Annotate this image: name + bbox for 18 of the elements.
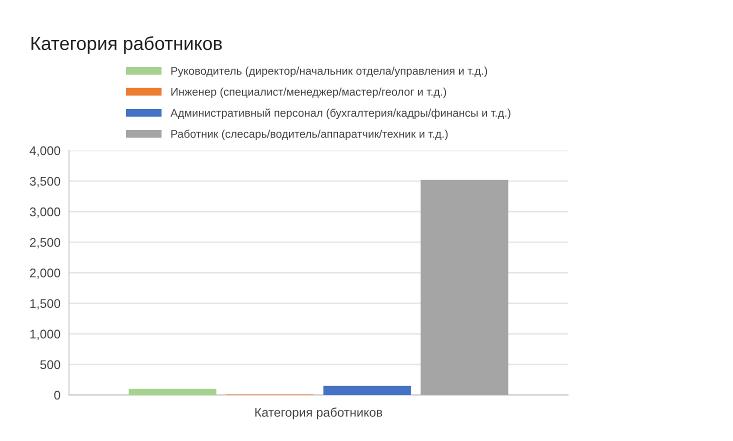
y-tick-label: 3,000 [30, 207, 60, 218]
y-tick-label: 1,000 [30, 330, 60, 340]
y-tick-label: 500 [40, 360, 60, 370]
y-tick-label: 1,500 [30, 299, 60, 310]
x-axis-title: Категория работников [255, 408, 382, 420]
bar [420, 180, 508, 395]
y-tick-label: 2,500 [30, 238, 60, 248]
legend-label: Руководитель (директор/начальник отдела/управления и т.д.) [171, 66, 488, 78]
bar [323, 386, 411, 395]
chart-title: Категория работников [32, 36, 222, 54]
legend-label: Инженер (специалист/менеджер/мастер/геолог и т.д.) [171, 88, 446, 98]
y-tick-label: 3,500 [30, 176, 60, 188]
legend-label: Работник (слесарь/водитель/аппаратчик/техник и т.д.) [171, 130, 448, 140]
y-tick-label: 0 [54, 390, 60, 400]
legend-label: Административный персонал (бухгалтерия/кадры/финансы и т.д.) [170, 108, 510, 120]
y-tick-label: 4,000 [30, 146, 60, 157]
bar [128, 388, 216, 395]
y-tick-label: 2,000 [30, 268, 60, 279]
